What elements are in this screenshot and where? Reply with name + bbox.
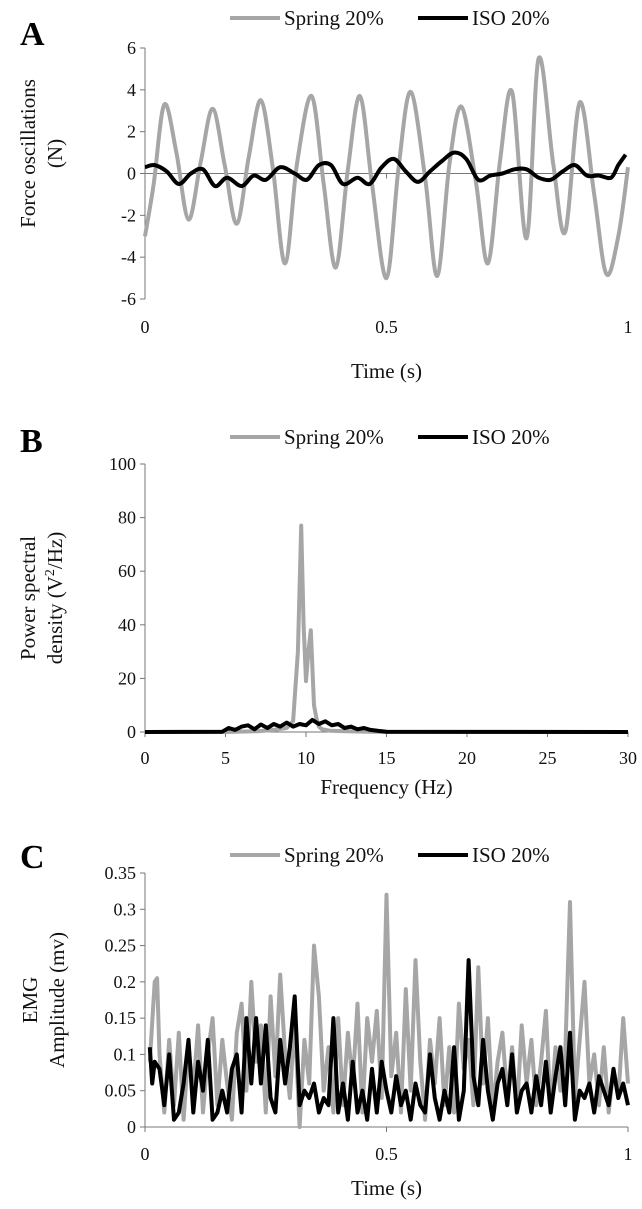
legend: Spring 20% ISO 20%	[230, 843, 550, 867]
y-tick-label: 4	[127, 80, 136, 100]
y-tick-label: 100	[109, 454, 136, 474]
y-axis-label: Force oscillations (N)	[16, 79, 67, 228]
x-tick-label: 30	[619, 748, 637, 768]
y-tick-label: 0	[127, 1117, 136, 1137]
x-tick-label: 10	[297, 748, 315, 768]
y-tick-label: 0.35	[105, 863, 137, 883]
legend-label-spring: Spring 20%	[284, 843, 384, 867]
y-axis-label: EMG Amplitude (mv)	[18, 932, 69, 1068]
x-tick-label: 1	[624, 1144, 633, 1164]
y-axis-label-line1: Force oscillations	[16, 79, 40, 228]
x-axis-label: Time (s)	[351, 1176, 422, 1200]
legend-label-iso: ISO 20%	[472, 843, 550, 867]
y-axis-label-line1: EMG	[18, 977, 42, 1024]
y-tick-label: 0.2	[114, 972, 137, 992]
y-tick-label: 60	[118, 561, 136, 581]
y-tick-label: -2	[121, 205, 136, 225]
y-tick-label: 0.1	[114, 1044, 137, 1064]
x-tick-label: 0.5	[375, 317, 398, 337]
legend: Spring 20% ISO 20%	[230, 425, 550, 449]
legend-label-spring: Spring 20%	[284, 425, 384, 449]
y-axis-label-line2-end: /Hz)	[43, 532, 67, 569]
legend-label-iso: ISO 20%	[472, 6, 550, 30]
x-tick-label: 15	[378, 748, 396, 768]
series-line-spring	[143, 55, 630, 281]
panel-b: B Spring 20% ISO 20% 0 20 40 60 80 100 0 5 10 15 20 25…	[16, 423, 637, 799]
legend-label-iso: ISO 20%	[472, 425, 550, 449]
y-tick-label: 20	[118, 668, 136, 688]
legend-label-spring: Spring 20%	[284, 6, 384, 30]
x-tick-label: 1	[624, 317, 633, 337]
y-axis-label-line2: density (V	[43, 576, 67, 664]
y-tick-label: 0.15	[105, 1008, 137, 1028]
series-line-iso	[147, 958, 630, 1122]
x-axis-label: Time (s)	[351, 359, 422, 383]
x-tick-label: 0	[141, 1144, 150, 1164]
series-line-iso	[144, 717, 629, 734]
x-tick-label: 5	[221, 748, 230, 768]
x-tick-label: 25	[539, 748, 557, 768]
y-axis-label-line1: Power spectral	[16, 536, 40, 660]
x-axis-label: Frequency (Hz)	[320, 775, 452, 799]
y-axis-label-line2: Amplitude (mv)	[45, 932, 69, 1068]
x-tick-label: 0.5	[375, 1144, 398, 1164]
x-tick-label: 0	[141, 317, 150, 337]
series-line-iso	[144, 150, 628, 189]
x-tick-label: 20	[458, 748, 476, 768]
y-tick-label: 40	[118, 615, 136, 635]
y-tick-label: -4	[121, 247, 136, 267]
legend: Spring 20% ISO 20%	[230, 6, 550, 30]
y-tick-label: 80	[118, 508, 136, 528]
y-tick-label: 0.05	[105, 1081, 137, 1101]
x-tick-label: 0	[141, 748, 150, 768]
series-line-spring	[145, 523, 628, 734]
y-tick-label: 0.3	[114, 899, 137, 919]
y-tick-label: -6	[121, 289, 136, 309]
y-axis-label-line2: (N)	[43, 139, 67, 168]
y-tick-label: 2	[127, 122, 136, 142]
y-tick-label: 0	[127, 164, 136, 184]
series-line-spring	[147, 892, 630, 1129]
panel-letter: A	[20, 16, 45, 53]
y-tick-label: 0	[127, 722, 136, 742]
y-tick-label: 6	[127, 38, 136, 58]
panel-c: C Spring 20% ISO 20% 0 0.05 0.1 0.15 0.2 0.25 0.3…	[18, 839, 633, 1200]
y-axis-label-sup: 2	[43, 569, 58, 576]
y-tick-label: 0.25	[105, 936, 137, 956]
panel-a: A Spring 20% ISO 20% -6 -4 -2 0 2 4 6 0 0.5 1 Time (s…	[16, 6, 633, 383]
panel-letter: B	[20, 423, 43, 460]
panel-letter: C	[20, 839, 45, 876]
y-axis-label: Power spectral density (V2/Hz)	[16, 532, 67, 664]
